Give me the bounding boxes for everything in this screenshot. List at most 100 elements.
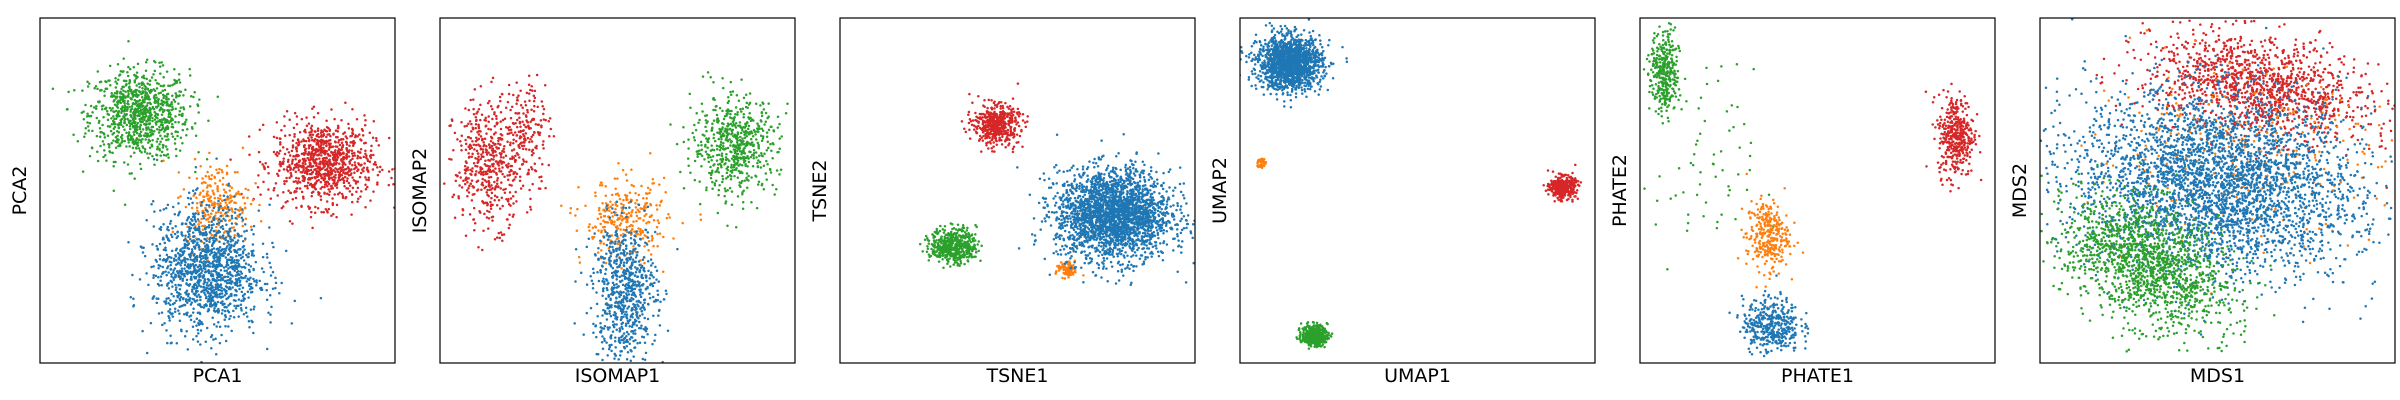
data-point [319, 174, 323, 177]
data-point [507, 226, 511, 230]
data-point [144, 90, 147, 94]
data-point [122, 110, 126, 113]
data-point [235, 271, 239, 274]
data-point [499, 120, 502, 123]
data-point [279, 141, 282, 144]
data-point [501, 204, 504, 208]
data-point [547, 119, 551, 123]
data-point [179, 295, 183, 299]
data-point [224, 285, 228, 288]
data-point [631, 224, 634, 227]
data-point [726, 189, 729, 192]
data-point [139, 105, 142, 108]
data-point [364, 152, 367, 155]
data-point [202, 260, 206, 263]
data-point [219, 264, 223, 267]
data-point [726, 122, 730, 125]
data-point [325, 200, 329, 203]
data-point [173, 82, 176, 85]
data-point [749, 119, 753, 123]
data-point [268, 293, 272, 297]
data-point [236, 265, 239, 269]
data-point [116, 106, 120, 109]
data-point [105, 80, 108, 84]
data-point [483, 143, 486, 147]
data-point [730, 190, 734, 193]
data-point [231, 267, 234, 270]
data-point [199, 251, 203, 255]
data-point [752, 148, 756, 152]
data-point [155, 123, 158, 126]
data-point [476, 161, 479, 165]
data-point [248, 288, 252, 291]
data-point [199, 191, 202, 195]
data-point [138, 149, 142, 153]
data-point [465, 167, 468, 171]
data-point [269, 274, 273, 277]
data-point [165, 70, 169, 73]
data-point [587, 225, 591, 229]
data-point [163, 300, 166, 303]
data-point [192, 307, 195, 311]
data-point [156, 145, 159, 149]
data-point [698, 118, 701, 122]
data-point [729, 169, 732, 173]
data-point [225, 214, 229, 217]
data-point [682, 140, 686, 144]
data-point [158, 65, 162, 68]
data-point [726, 132, 730, 136]
data-point [500, 181, 503, 184]
data-point [148, 119, 152, 122]
data-point [141, 108, 145, 111]
data-point [377, 144, 381, 147]
data-point [740, 110, 743, 113]
data-point [720, 137, 723, 141]
data-point [672, 237, 675, 240]
data-point [310, 136, 313, 139]
data-point [489, 128, 493, 131]
data-point [111, 106, 114, 110]
data-point [518, 120, 522, 124]
data-point [751, 134, 755, 138]
data-point [175, 290, 179, 294]
data-point [178, 113, 181, 117]
data-point [509, 197, 513, 200]
data-point [215, 263, 218, 267]
data-point [510, 184, 513, 187]
data-point [102, 143, 106, 146]
data-point [239, 257, 243, 260]
data-point [617, 237, 620, 240]
data-point [174, 225, 177, 228]
data-point [664, 191, 667, 194]
data-point [541, 105, 544, 108]
data-point [738, 171, 742, 175]
data-point [193, 122, 197, 125]
data-point [221, 235, 224, 238]
data-point [184, 299, 188, 303]
data-point [330, 187, 333, 191]
data-point [326, 174, 329, 177]
data-point [485, 153, 489, 156]
data-point [735, 141, 739, 144]
data-point [129, 110, 132, 113]
data-point [310, 124, 314, 128]
data-point [599, 181, 603, 185]
data-point [313, 211, 317, 214]
data-point [163, 121, 167, 124]
data-point [577, 186, 580, 189]
data-point [467, 152, 470, 155]
data-point [120, 111, 123, 114]
data-point [453, 216, 457, 219]
data-point [150, 203, 153, 206]
data-point [179, 136, 183, 140]
data-point [361, 129, 365, 132]
data-point [484, 201, 487, 204]
data-point [102, 115, 105, 119]
data-point [184, 88, 187, 92]
data-point [487, 217, 491, 220]
data-point [98, 100, 101, 103]
data-point [115, 114, 118, 118]
data-point [706, 153, 709, 156]
data-point [606, 354, 609, 357]
data-point [652, 276, 655, 279]
